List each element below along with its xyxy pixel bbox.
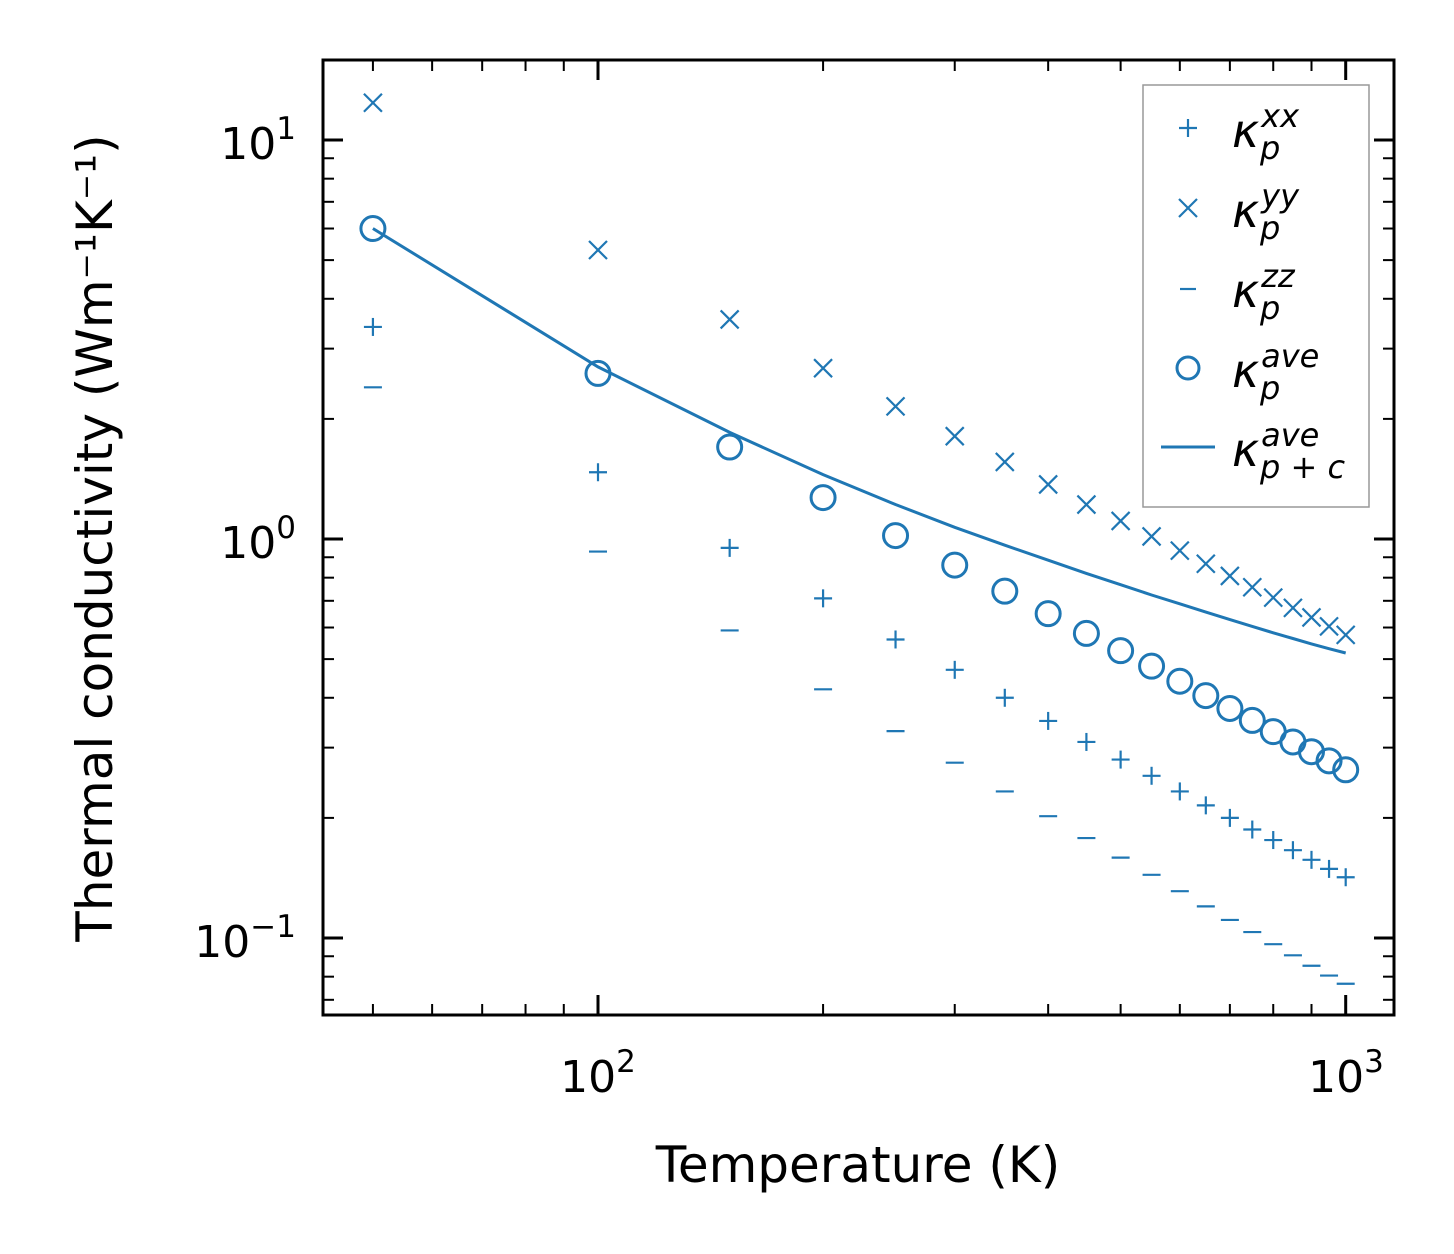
series-kappa_p_yy <box>363 92 1356 645</box>
kappa_p_xx-point-600 <box>1170 782 1189 801</box>
kappa_p_yy-point-900 <box>1301 607 1322 628</box>
kappa_p_ave-point-350 <box>991 577 1019 605</box>
kappa_p_ave-point-750 <box>1238 706 1266 734</box>
x-tick-label-1000: 103 <box>1308 1044 1384 1103</box>
kappa_p_xx-point-50 <box>363 317 382 336</box>
kappa_p_xx-point-1000 <box>1336 868 1355 887</box>
legend-label-kappa-p-zz: κzz p <box>1232 257 1296 327</box>
kappa_p_ave-point-850 <box>1279 728 1307 756</box>
series-layer <box>359 92 1360 985</box>
series-kappa_pc_ave <box>372 227 1347 655</box>
kappa_p_yy-point-950 <box>1319 616 1339 637</box>
kappa_p_xx-point-400 <box>1039 711 1058 730</box>
x-axis-label: Temperature (K) <box>655 1136 1060 1194</box>
kappa_p_xx-point-450 <box>1077 732 1096 751</box>
kappa_p_yy-point-50 <box>363 92 383 113</box>
kappa_p_ave-point-400 <box>1034 600 1062 628</box>
kappa_p_xx-point-700 <box>1220 808 1239 827</box>
kappa_p_ave-point-550 <box>1138 652 1166 680</box>
kappa_p_yy-point-450 <box>1076 494 1097 515</box>
legend-marker-x <box>1178 198 1198 218</box>
legend-marker-plus <box>1179 119 1197 137</box>
kappa_p_ave-point-500 <box>1107 637 1135 665</box>
kappa_p_xx-point-200 <box>814 589 833 608</box>
kappa_p_yy-point-1000 <box>1335 625 1356 645</box>
legend-label-kappa-p-yy: κyy p <box>1232 177 1300 247</box>
kappa_p_ave-point-950 <box>1315 747 1343 775</box>
kappa_p_xx-point-250 <box>886 630 905 649</box>
kappa_p_ave-point-150 <box>716 433 744 461</box>
kappa_p_yy-point-300 <box>944 426 965 446</box>
kappa_p_ave-point-50 <box>359 215 387 243</box>
kappa_p_ave-point-600 <box>1166 667 1194 695</box>
kappa_p_yy-point-850 <box>1283 598 1303 618</box>
kappa_p_ave-point-200 <box>809 484 837 512</box>
kappa_p_yy-point-650 <box>1196 553 1216 574</box>
series-kappa_p_zz <box>363 386 1355 985</box>
kappa_p_xx-point-350 <box>995 688 1014 707</box>
major-ticks <box>323 60 1394 1015</box>
kappa_p_yy-point-700 <box>1220 566 1240 586</box>
kappa_p_yy-point-150 <box>719 309 740 330</box>
kappa_p_yy-point-500 <box>1110 511 1131 531</box>
kappa_p_xx-point-100 <box>589 463 607 482</box>
legend-frame <box>1142 84 1370 508</box>
kappa_p_xx-point-500 <box>1111 750 1130 769</box>
legend-marker-circle <box>1175 355 1201 381</box>
legend-label-kappa-pc-ave: κave p + c <box>1232 416 1345 486</box>
series-kappa_p_ave <box>359 215 1360 784</box>
kappa_p_ave-point-1000 <box>1332 756 1360 784</box>
kappa_p_xx-point-550 <box>1142 766 1161 785</box>
y-tick-label-10: 101 <box>220 111 296 170</box>
legend: κxx p κyy p κzz p κave p κave p + c <box>1142 84 1370 508</box>
minor-ticks <box>323 60 1394 1015</box>
kappa_p_ave-point-250 <box>882 522 910 550</box>
kappa_p_yy-point-100 <box>588 240 608 260</box>
kappa_p_ave-point-450 <box>1072 619 1100 647</box>
kappa_p_xx-point-900 <box>1302 850 1321 869</box>
kappa_p_yy-point-550 <box>1141 526 1162 547</box>
legend-label-kappa-p-ave: κave p <box>1232 337 1319 407</box>
kappa_p_ave-point-100 <box>584 359 612 387</box>
kappa_p_ave-point-300 <box>941 551 969 579</box>
kappa_p_yy-point-200 <box>813 358 833 378</box>
kappa_p_xx-point-950 <box>1320 859 1339 878</box>
kappa_p_yy-point-800 <box>1263 587 1284 608</box>
kappa_p_yy-point-750 <box>1242 577 1263 598</box>
kappa_p_xx-point-300 <box>945 660 964 679</box>
kappa_p_xx-point-750 <box>1243 820 1262 839</box>
kappa_p_yy-point-250 <box>885 396 906 417</box>
kappa_p_xx-point-650 <box>1196 796 1215 815</box>
kappa_p_ave-point-700 <box>1216 695 1244 723</box>
plot-frame <box>321 58 1396 1017</box>
kappa_p_ave-point-650 <box>1192 682 1220 710</box>
legend-label-kappa-p-xx: κxx p <box>1232 97 1300 167</box>
y-tick-label-0.1: 10−1 <box>194 909 296 968</box>
kappa_p_yy-point-600 <box>1170 540 1190 561</box>
series-kappa_p_xx <box>363 317 1355 887</box>
x-tick-label-100: 102 <box>560 1044 636 1103</box>
kappa_p_xx-point-800 <box>1264 831 1283 850</box>
kappa_p_yy-point-400 <box>1038 474 1058 495</box>
y-tick-label-1: 100 <box>220 510 296 569</box>
kappa_p_xx-point-850 <box>1283 841 1302 860</box>
kappa_p_xx-point-150 <box>720 538 739 557</box>
kappa_p_yy-point-350 <box>995 452 1015 472</box>
kappa_pc_ave-line <box>372 227 1347 655</box>
y-axis-label: Thermal conductivity (Wm⁻¹K⁻¹) <box>66 134 124 942</box>
